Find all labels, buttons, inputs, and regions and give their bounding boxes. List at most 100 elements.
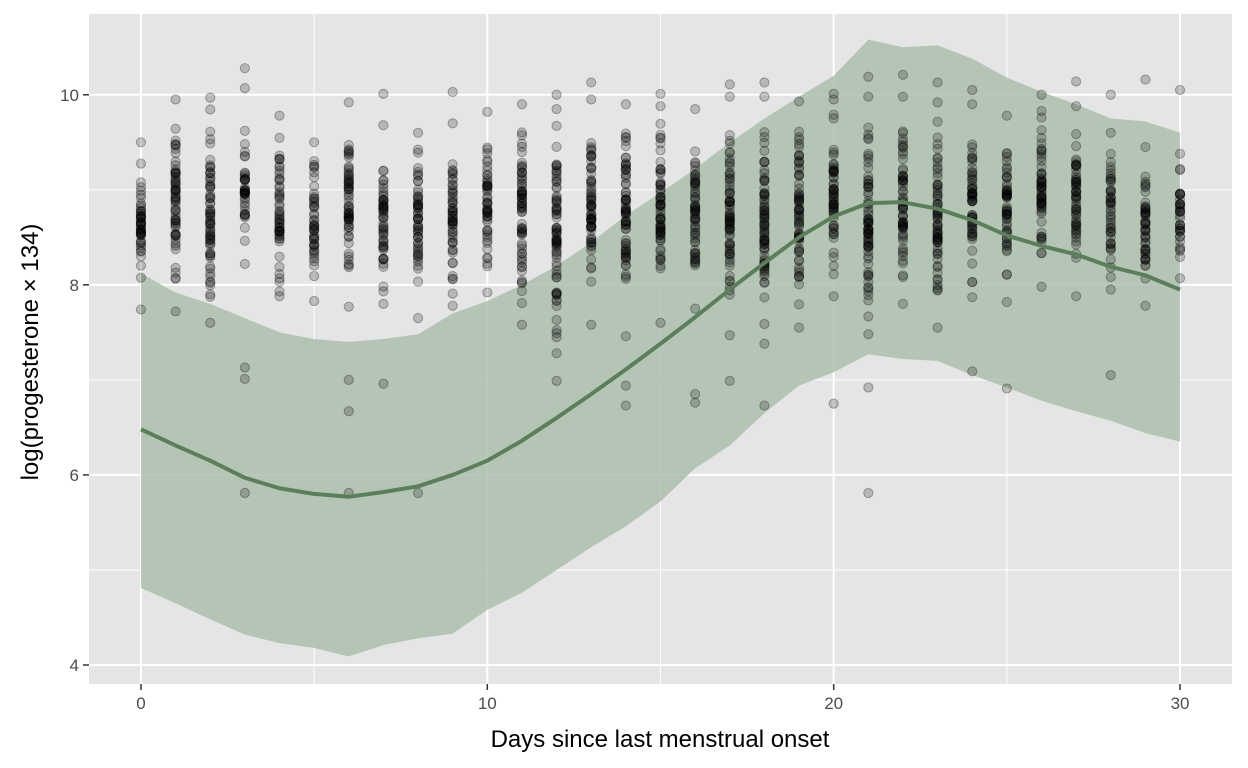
scatter-point (897, 170, 909, 181)
scatter-point (724, 138, 735, 149)
scatter-point (412, 127, 424, 138)
scatter-point (274, 174, 285, 185)
scatter-point (135, 237, 147, 248)
scatter-point (932, 282, 943, 293)
scatter-point (1174, 244, 1186, 255)
scatter-point (586, 137, 597, 149)
scatter-point (586, 195, 597, 206)
scatter-point (135, 251, 147, 262)
scatter-point (724, 230, 735, 242)
scatter-point (793, 267, 805, 278)
scatter-point (1140, 180, 1151, 191)
scatter-point (897, 220, 909, 231)
scatter-point (170, 229, 181, 240)
scatter-point (1105, 243, 1116, 254)
scatter-point (309, 231, 320, 242)
scatter-point (793, 195, 805, 206)
scatter-point (309, 240, 320, 251)
scatter-point (828, 199, 839, 211)
scatter-point (516, 206, 528, 217)
scatter-point (516, 238, 528, 249)
scatter-point (1140, 237, 1151, 248)
scatter-point (724, 248, 735, 260)
scatter-point (343, 214, 354, 225)
scatter-point (620, 179, 631, 190)
scatter-point (551, 222, 562, 233)
scatter-point (274, 226, 285, 237)
scatter-point (135, 240, 147, 251)
scatter-point (274, 209, 285, 220)
scatter-point (482, 180, 493, 191)
scatter-point (343, 144, 354, 155)
scatter-point (205, 268, 216, 279)
scatter-point (170, 181, 181, 192)
scatter-point (239, 186, 250, 197)
scatter-point (239, 150, 250, 161)
scatter-point (897, 139, 909, 151)
scatter-point (170, 135, 181, 146)
scatter-point (1036, 201, 1047, 213)
scatter-point (897, 230, 909, 241)
scatter-point (482, 154, 493, 166)
scatter-point (343, 207, 354, 218)
scatter-point (967, 276, 978, 288)
scatter-point (239, 188, 250, 199)
scatter-point (1036, 198, 1047, 209)
scatter-point (309, 198, 320, 209)
scatter-point (793, 243, 805, 254)
scatter-point (170, 174, 181, 185)
scatter-point (932, 261, 943, 273)
scatter-point (482, 175, 493, 187)
scatter-point (863, 227, 874, 239)
scatter-point (551, 225, 562, 236)
scatter-point (343, 238, 354, 249)
x-tick-label: 0 (136, 694, 145, 713)
scatter-point (378, 120, 389, 131)
scatter-point (1036, 143, 1047, 155)
scatter-point (655, 245, 666, 257)
scatter-point (239, 185, 250, 196)
scatter-point (897, 128, 909, 139)
scatter-point (586, 200, 597, 212)
scatter-point (1001, 185, 1012, 197)
scatter-point (135, 228, 147, 239)
scatter-point (378, 195, 389, 206)
scatter-point (932, 237, 943, 248)
scatter-point (170, 200, 181, 211)
scatter-point (1140, 244, 1151, 255)
scatter-point (205, 138, 216, 149)
scatter-point (447, 187, 458, 198)
scatter-point (932, 143, 943, 154)
scatter-point (793, 150, 805, 161)
scatter-point (620, 234, 631, 246)
scatter-point (205, 172, 216, 183)
scatter-point (274, 291, 285, 302)
scatter-point (724, 167, 735, 179)
scatter-point (309, 215, 320, 227)
scatter-point (412, 170, 424, 181)
scatter-point (863, 189, 874, 200)
scatter-point (932, 153, 943, 164)
scatter-point (620, 255, 631, 266)
scatter-point (655, 202, 666, 213)
scatter-point (274, 218, 285, 229)
scatter-point (863, 295, 874, 306)
scatter-point (655, 254, 666, 265)
scatter-point (239, 487, 250, 499)
scatter-point (932, 227, 943, 238)
scatter-point (967, 152, 978, 163)
scatter-point (759, 209, 770, 220)
scatter-point (586, 194, 597, 206)
scatter-point (724, 196, 735, 207)
scatter-point (586, 276, 597, 287)
scatter-point (309, 188, 320, 199)
scatter-point (1140, 232, 1151, 243)
scatter-point (551, 287, 562, 298)
scatter-point (378, 194, 389, 206)
scatter-point (932, 233, 943, 244)
scatter-point (1140, 218, 1151, 229)
scatter-point (239, 170, 250, 181)
scatter-point (1174, 189, 1186, 200)
scatter-point (724, 194, 735, 205)
